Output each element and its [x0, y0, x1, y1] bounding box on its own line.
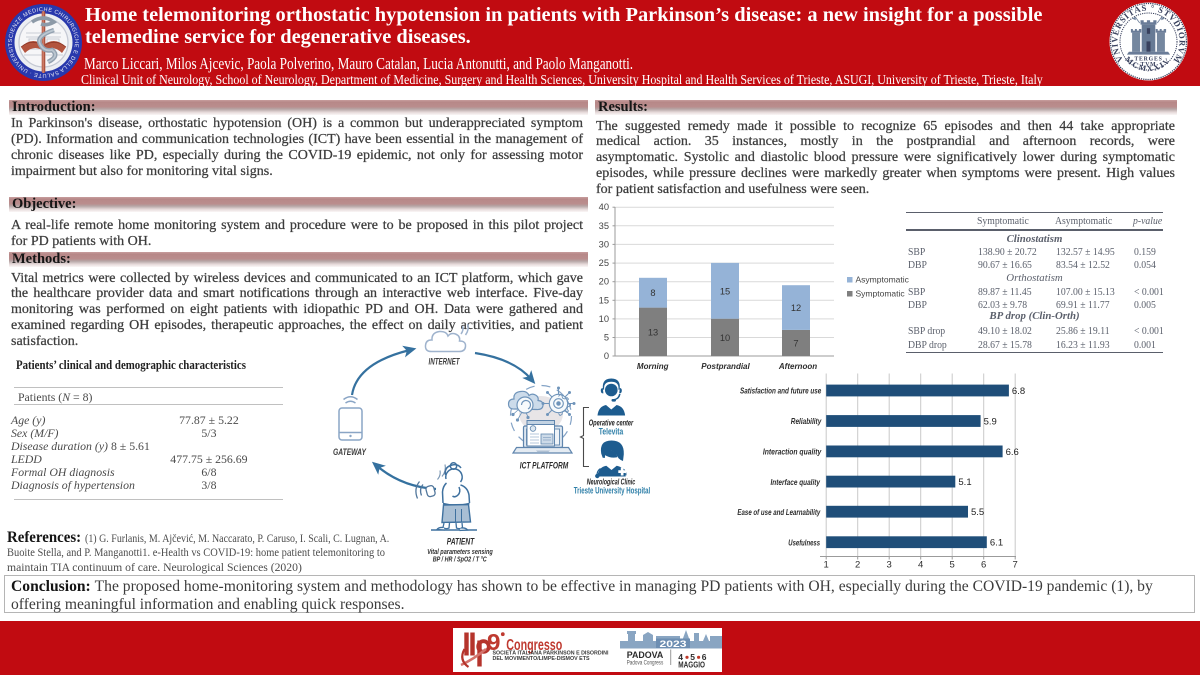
svg-text:Symptomatic: Symptomatic: [856, 289, 906, 299]
svg-text:Interaction quality: Interaction quality: [763, 447, 822, 457]
svg-text:2023: 2023: [660, 639, 687, 650]
svg-text:Trieste University Hospital: Trieste University Hospital: [574, 486, 651, 496]
svg-text:1: 1: [824, 560, 829, 571]
svg-text:TERGES: TERGES: [1134, 57, 1162, 63]
svg-text:10: 10: [720, 333, 730, 343]
svg-text:Asymptomatic: Asymptomatic: [856, 275, 910, 285]
svg-text:TVM: TVM: [1141, 62, 1157, 68]
svg-text:2: 2: [855, 560, 860, 571]
svg-text:Neurological Clinic: Neurological Clinic: [587, 477, 636, 487]
svg-text:7: 7: [793, 338, 798, 348]
svg-text:6.1: 6.1: [990, 538, 1003, 549]
svg-text:GATEWAY: GATEWAY: [333, 447, 367, 457]
svg-text:BP / HR / SpO2 / T °C: BP / HR / SpO2 / T °C: [433, 555, 488, 564]
svg-text:Televita: Televita: [599, 427, 624, 437]
svg-text:9: 9: [487, 629, 501, 655]
svg-text:13: 13: [648, 327, 658, 337]
svg-text:15: 15: [720, 286, 730, 296]
svg-text:Usefulness: Usefulness: [788, 537, 820, 547]
svg-text:5.9: 5.9: [984, 416, 997, 427]
svg-text:6: 6: [702, 652, 707, 662]
svg-text:5: 5: [690, 652, 695, 662]
svg-text:PADOVA: PADOVA: [627, 650, 664, 661]
svg-text:25: 25: [599, 258, 609, 268]
svg-text:MAGGIO: MAGGIO: [678, 661, 705, 670]
svg-text:5.1: 5.1: [958, 477, 971, 488]
svg-text:5.5: 5.5: [971, 507, 984, 518]
svg-text:4: 4: [678, 652, 683, 662]
svg-text:4: 4: [918, 560, 923, 571]
svg-text:Ease of use and Learnability: Ease of use and Learnability: [737, 507, 821, 517]
svg-text:DEL MOVIMENTO/LIMPE-DISMOV ETS: DEL MOVIMENTO/LIMPE-DISMOV ETS: [493, 656, 590, 662]
svg-text:0: 0: [604, 351, 609, 361]
svg-text:30: 30: [599, 239, 609, 249]
svg-text:Reliability: Reliability: [791, 416, 822, 426]
svg-text:Operative center: Operative center: [589, 418, 634, 428]
svg-text:SOCIETÀ ITALIANA PARKINSON E D: SOCIETÀ ITALIANA PARKINSON E DISORDINI: [493, 650, 609, 657]
svg-text:40: 40: [599, 202, 609, 212]
svg-text:Interface quality: Interface quality: [771, 477, 821, 487]
svg-text:35: 35: [599, 221, 609, 231]
svg-text:ICT PLATFORM: ICT PLATFORM: [520, 460, 569, 470]
svg-text:15: 15: [599, 295, 609, 305]
svg-text:Satisfaction and future use: Satisfaction and future use: [740, 386, 821, 396]
svg-text:7: 7: [1013, 560, 1018, 571]
svg-text:6.6: 6.6: [1006, 447, 1019, 458]
svg-text:6: 6: [981, 560, 986, 571]
svg-text:12: 12: [791, 303, 801, 313]
svg-text:20: 20: [599, 277, 609, 287]
svg-text:INTERNET: INTERNET: [429, 357, 460, 367]
svg-text:8: 8: [650, 288, 655, 298]
svg-text:PATIENT: PATIENT: [447, 537, 475, 547]
svg-text:Padova Congress: Padova Congress: [627, 659, 664, 666]
svg-text:10: 10: [599, 314, 609, 324]
svg-text:3: 3: [887, 560, 892, 571]
svg-text:Morning: Morning: [637, 362, 669, 371]
svg-text:Vital parameters sensing: Vital parameters sensing: [427, 547, 493, 556]
svg-text:5: 5: [950, 560, 955, 571]
svg-text:6.8: 6.8: [1012, 386, 1025, 397]
svg-text:5: 5: [604, 333, 609, 343]
svg-text:Congresso: Congresso: [506, 637, 562, 654]
svg-text:Afternoon: Afternoon: [778, 362, 817, 371]
svg-text:Postprandial: Postprandial: [701, 362, 750, 371]
